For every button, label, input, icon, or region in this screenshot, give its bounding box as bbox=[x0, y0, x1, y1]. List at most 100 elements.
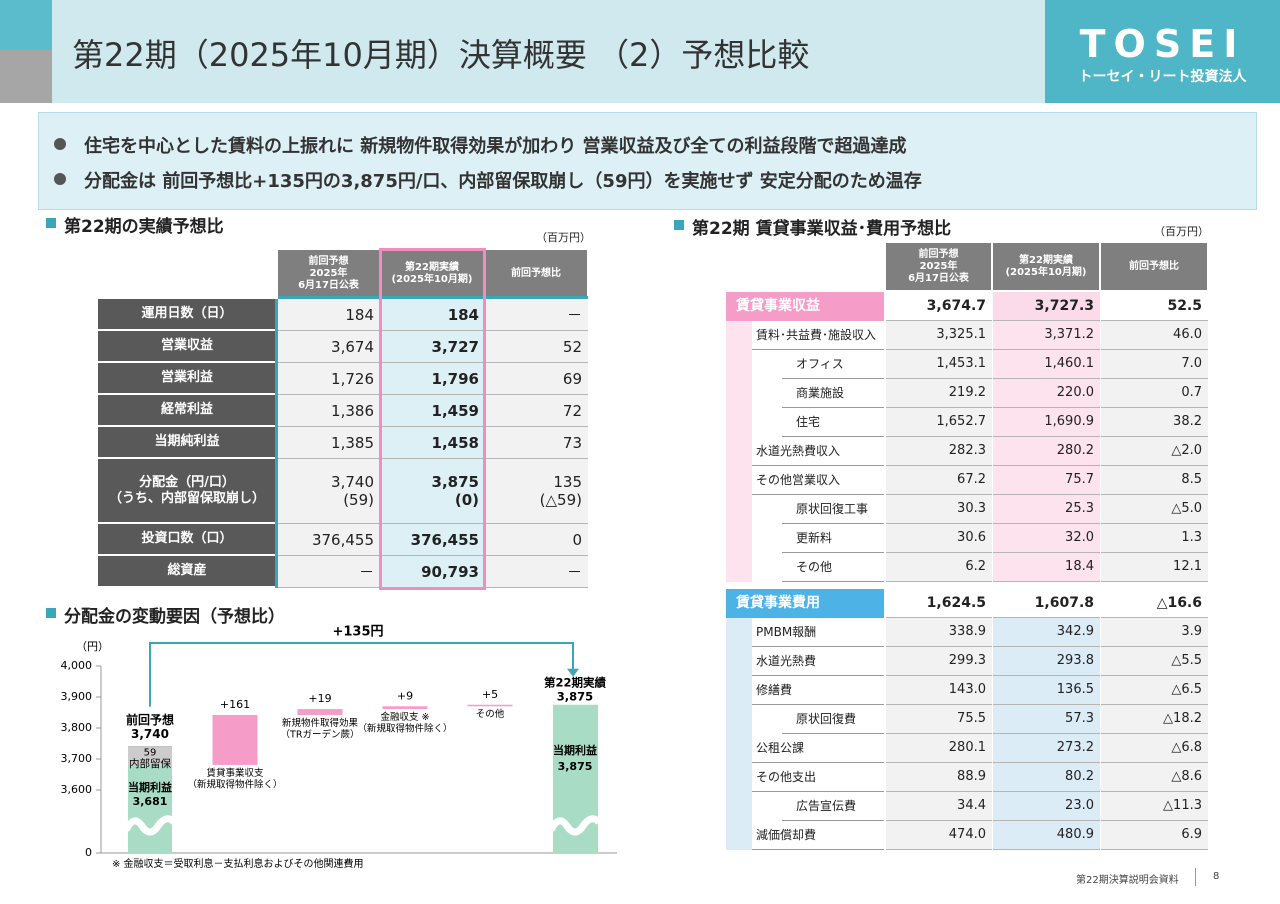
bar-name: 金融収支 ※（新規取得物件除く） bbox=[357, 711, 452, 734]
cell: 1,385 bbox=[278, 427, 380, 459]
cell: 1,460.1 bbox=[993, 350, 1100, 379]
cell: 342.9 bbox=[993, 618, 1100, 647]
column-header: 第22期実績 (2025年10月期) bbox=[993, 243, 1100, 290]
highlight-frame bbox=[379, 248, 486, 590]
header-rule bbox=[278, 296, 588, 299]
column-header: 前回予想比 bbox=[1101, 243, 1208, 290]
section-value: 1,607.8 bbox=[993, 589, 1100, 618]
row-label: 住宅 bbox=[782, 408, 884, 437]
section-label: 賃貸事業費用 bbox=[726, 589, 884, 618]
cell: 282.3 bbox=[886, 437, 992, 466]
cell: 7.0 bbox=[1101, 350, 1208, 379]
page-number: 8 bbox=[1213, 871, 1220, 882]
row-label: 原状回復費 bbox=[782, 705, 884, 734]
corner-block bbox=[0, 50, 52, 103]
cell: △6.8 bbox=[1101, 734, 1208, 763]
bracket-label: +135円 bbox=[332, 625, 383, 640]
row-label: その他営業収入 bbox=[752, 466, 884, 495]
column-header: 前回予想比 bbox=[485, 250, 588, 297]
y-tick-label: 3,900 bbox=[61, 690, 93, 703]
cell: 3,727 bbox=[380, 331, 485, 363]
row-label: 営業収益 bbox=[98, 331, 276, 363]
cell: △6.5 bbox=[1101, 676, 1208, 705]
cell: 34.4 bbox=[886, 792, 992, 821]
cell: 280.1 bbox=[886, 734, 992, 763]
cell: 67.2 bbox=[886, 466, 992, 495]
footnote: ※ 金融収支＝受取利息－支払利息およびその他関連費用 bbox=[112, 857, 364, 870]
bar-value: 3,740 bbox=[131, 727, 169, 741]
row-label: その他 bbox=[782, 553, 884, 582]
cell: 338.9 bbox=[886, 618, 992, 647]
cell: 52 bbox=[485, 331, 588, 363]
cell: 480.9 bbox=[993, 821, 1100, 850]
bar bbox=[297, 709, 343, 715]
cell: △5.5 bbox=[1101, 647, 1208, 676]
cell: 25.3 bbox=[993, 495, 1100, 524]
cell: 1,726 bbox=[278, 363, 380, 395]
y-tick-label: 0 bbox=[85, 846, 92, 859]
axis-break bbox=[122, 815, 177, 836]
cell: 3,875 (0) bbox=[380, 459, 485, 524]
logo-subtitle: トーセイ・リート投資法人 bbox=[1078, 69, 1247, 85]
row-label: 減価償却費 bbox=[752, 821, 884, 850]
row-label: 運用日数（日） bbox=[98, 299, 276, 331]
cell: 143.0 bbox=[886, 676, 992, 705]
cell: 1.3 bbox=[1101, 524, 1208, 553]
row-label: 修繕費 bbox=[752, 676, 884, 705]
y-tick-label: 3,700 bbox=[61, 752, 93, 765]
cell: 75.5 bbox=[886, 705, 992, 734]
section-value: 3,674.7 bbox=[886, 292, 992, 321]
row-label: 広告宣伝費 bbox=[782, 792, 884, 821]
heading-mark bbox=[46, 608, 56, 618]
cell: 3,740 (59) bbox=[278, 459, 380, 524]
cell: － bbox=[278, 556, 380, 588]
cell: 23.0 bbox=[993, 792, 1100, 821]
row-label: 水道光熱費 bbox=[752, 647, 884, 676]
cell: 1,458 bbox=[380, 427, 485, 459]
row-label: 投資口数（口） bbox=[98, 524, 276, 556]
heading-mark bbox=[46, 218, 56, 228]
bullet: 住宅を中心とした賃料の上振れに 新規物件取得効果が加わり 営業収益及び全ての利益… bbox=[84, 136, 907, 157]
bracket bbox=[149, 642, 574, 707]
segment-name: 当期利益 bbox=[553, 743, 597, 757]
cell: △11.3 bbox=[1101, 792, 1208, 821]
row-label: PMBM報酬 bbox=[752, 618, 884, 647]
cell: 293.8 bbox=[993, 647, 1100, 676]
cell: 46.0 bbox=[1101, 321, 1208, 350]
bar-value: +5 bbox=[482, 688, 498, 701]
row-label: オフィス bbox=[782, 350, 884, 379]
cell: 0.7 bbox=[1101, 379, 1208, 408]
cell: △18.2 bbox=[1101, 705, 1208, 734]
cell: 6.2 bbox=[886, 553, 992, 582]
row-label: 賃料･共益費･施設収入 bbox=[752, 321, 884, 350]
page-title: 第22期（2025年10月期）決算概要 （2）予想比較 bbox=[72, 36, 810, 74]
section-heading: 第22期の実績予想比 bbox=[64, 217, 224, 237]
row-label: 更新料 bbox=[782, 524, 884, 553]
bar-segment bbox=[128, 746, 172, 765]
cell: △8.6 bbox=[1101, 763, 1208, 792]
footer-text: 第22期決算説明会資料 bbox=[1076, 875, 1179, 886]
corner-block bbox=[0, 0, 52, 50]
bullet-dot bbox=[54, 173, 66, 185]
segment-name: 当期利益 bbox=[128, 780, 172, 794]
cell: 90,793 bbox=[380, 556, 485, 588]
bar-value: +9 bbox=[397, 689, 413, 702]
cell: 299.3 bbox=[886, 647, 992, 676]
cell: 273.2 bbox=[993, 734, 1100, 763]
y-axis-label: （円） bbox=[76, 640, 109, 653]
segment-value: 3,681 bbox=[133, 795, 168, 808]
section-label: 賃貸事業収益 bbox=[726, 292, 884, 321]
bar-name: 第22期実績 bbox=[544, 675, 607, 689]
row-label: 水道光熱費収入 bbox=[752, 437, 884, 466]
cell: 184 bbox=[278, 299, 380, 331]
title-band bbox=[52, 0, 1045, 103]
cell: 75.7 bbox=[993, 466, 1100, 495]
bracket-arrow bbox=[567, 668, 579, 677]
cell: 1,386 bbox=[278, 395, 380, 427]
cell: 1,796 bbox=[380, 363, 485, 395]
bar bbox=[382, 706, 428, 710]
logo: TOSEI bbox=[1079, 22, 1246, 66]
segment-value: 59 bbox=[144, 748, 157, 759]
cell: 0 bbox=[485, 524, 588, 556]
